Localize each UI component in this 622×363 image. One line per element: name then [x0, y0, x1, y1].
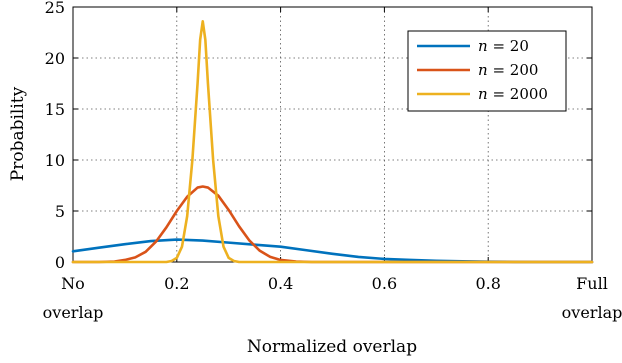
legend-label-2: n = 2000 [478, 85, 548, 103]
y-tick-label: 25 [45, 0, 65, 17]
y-tick-label: 20 [45, 49, 65, 68]
legend-value: = 200 [488, 61, 539, 79]
legend-variable: n [478, 37, 488, 55]
legend-value: = 20 [488, 37, 529, 55]
legend-value: = 2000 [488, 85, 548, 103]
y-tick-labels: 0 5 10 15 20 25 [45, 0, 65, 272]
x-axis-title: Normalized overlap [247, 337, 417, 357]
x-tick-label: 0.8 [475, 274, 500, 293]
y-axis-title: Probability [8, 86, 28, 181]
x-tick-label: 0.2 [164, 274, 189, 293]
y-tick-label: 0 [55, 253, 65, 272]
y-tick-label: 15 [45, 100, 65, 119]
series-lines [71, 19, 594, 264]
legend-variable: n [478, 85, 488, 103]
x-tick-label: Full [576, 274, 608, 293]
x-tick-label: No [61, 274, 85, 293]
x-tick-label: 0.4 [268, 274, 293, 293]
legend-variable: n [478, 61, 488, 79]
x-tick-label: overlap [43, 303, 104, 322]
x-tick-labels: No overlap 0.2 0.4 0.6 0.8 Full overlap [43, 274, 622, 322]
series-line-1 [71, 185, 594, 264]
legend-box [407, 30, 567, 112]
legend-label-0: n = 20 [478, 37, 529, 55]
y-tick-label: 5 [55, 202, 65, 221]
series-line-2 [71, 19, 594, 264]
y-tick-label: 10 [45, 151, 65, 170]
series-line-0 [71, 238, 594, 264]
legend-label-1: n = 200 [478, 61, 538, 79]
x-tick-label: overlap [562, 303, 622, 322]
x-tick-label: 0.6 [372, 274, 397, 293]
